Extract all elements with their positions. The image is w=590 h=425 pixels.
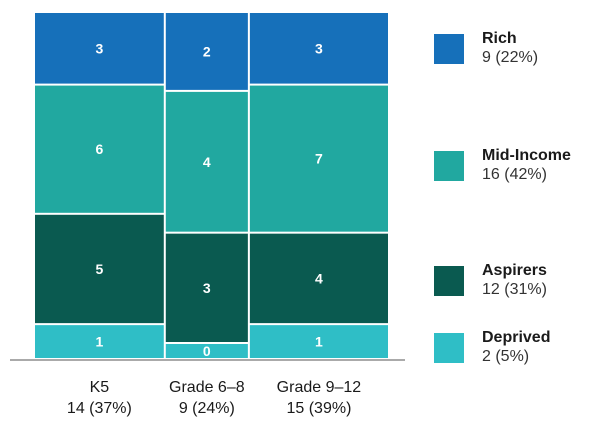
legend-value-aspirers: 12 (31%) bbox=[482, 281, 547, 298]
cell-value-label: 0 bbox=[203, 343, 211, 359]
cell-value-label: 1 bbox=[315, 334, 323, 350]
cell-value-label: 5 bbox=[95, 261, 103, 277]
legend-value-rich: 9 (22%) bbox=[482, 49, 539, 66]
category-labels: K5 14 (37%) Grade 6–8 9 (24%) Grade 9–12 15 (… bbox=[67, 379, 361, 417]
cell-grade-6-8-mid-income bbox=[165, 91, 248, 232]
cell-grade-6-8-rich bbox=[165, 13, 248, 90]
cell-value-label: 1 bbox=[95, 334, 103, 350]
legend-swatch-rich bbox=[434, 34, 464, 64]
cell-grade-9-12-aspirers bbox=[249, 233, 388, 324]
category-total-label: 14 (37%) bbox=[67, 400, 132, 417]
category-name-label: Grade 9–12 bbox=[277, 379, 362, 396]
category-name-label: K5 bbox=[90, 379, 110, 396]
cell-k5-rich bbox=[35, 13, 164, 84]
chart-cells: 1 5 6 3 0 3 4 2 1 4 7 3 bbox=[35, 13, 388, 359]
cell-k5-mid-income bbox=[35, 85, 164, 213]
legend-swatch-mid-income bbox=[434, 151, 464, 181]
cell-grade-9-12-mid-income bbox=[249, 85, 388, 232]
marimekko-chart: 1 5 6 3 0 3 4 2 1 4 7 3 K5 14 (37%) Grade 6–8 9 (24%) G… bbox=[10, 13, 405, 417]
cell-value-label: 4 bbox=[203, 154, 211, 170]
cell-k5-aspirers bbox=[35, 214, 164, 324]
cell-grade-9-12-deprived bbox=[249, 325, 388, 358]
legend-name-deprived: Deprived bbox=[482, 329, 551, 346]
legend-swatch-aspirers bbox=[434, 266, 464, 296]
cell-value-label: 6 bbox=[95, 141, 103, 157]
cell-grade-6-8-deprived bbox=[165, 344, 248, 358]
cell-value-label: 4 bbox=[315, 270, 323, 286]
category-name-label: Grade 6–8 bbox=[169, 379, 245, 396]
cell-value-label: 7 bbox=[315, 151, 323, 167]
legend-name-rich: Rich bbox=[482, 30, 517, 47]
category-total-label: 9 (24%) bbox=[179, 400, 235, 417]
cell-value-label: 3 bbox=[203, 280, 211, 296]
cell-value-label: 3 bbox=[315, 40, 323, 56]
cell-k5-deprived bbox=[35, 325, 164, 358]
category-total-label: 15 (39%) bbox=[286, 400, 351, 417]
cell-value-label: 2 bbox=[203, 43, 211, 59]
legend-name-aspirers: Aspirers bbox=[482, 262, 547, 279]
cell-grade-9-12-rich bbox=[249, 13, 388, 84]
legend-value-mid-income: 16 (42%) bbox=[482, 166, 547, 183]
legend-value-deprived: 2 (5%) bbox=[482, 348, 530, 365]
legend-name-mid-income: Mid-Income bbox=[482, 147, 571, 164]
legend-swatch-deprived bbox=[434, 333, 464, 363]
cell-value-label: 3 bbox=[95, 40, 103, 56]
cell-grade-6-8-aspirers bbox=[165, 233, 248, 342]
